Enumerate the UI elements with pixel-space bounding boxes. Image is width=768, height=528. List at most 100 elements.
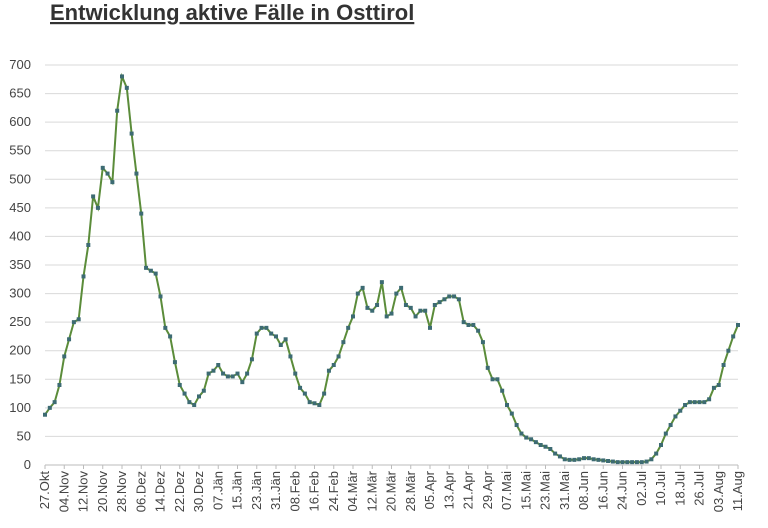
x-tick-label: 28.Nov	[114, 471, 129, 513]
data-point	[375, 303, 380, 307]
x-tick-label: 15.Mai	[518, 471, 533, 510]
data-point	[225, 374, 230, 379]
data-point	[100, 165, 105, 170]
data-point	[351, 314, 355, 319]
data-point	[187, 400, 192, 405]
data-point	[557, 454, 562, 459]
data-point	[249, 357, 254, 362]
x-tick-label: 31.Mai	[557, 471, 572, 510]
data-point	[495, 377, 500, 382]
x-tick-label: 28.Mär	[403, 470, 418, 511]
x-tick-label: 26.Jul	[692, 471, 707, 506]
data-point	[172, 360, 177, 365]
data-point	[529, 437, 534, 442]
data-point	[476, 328, 481, 333]
data-point	[57, 383, 62, 387]
x-tick-label: 15.Jän	[230, 471, 245, 510]
y-tick-label: 650	[9, 86, 31, 101]
data-point	[428, 325, 432, 330]
x-tick-label: 11.Aug	[730, 471, 745, 511]
x-tick-label: 05.Apr	[422, 470, 437, 509]
data-point	[418, 308, 423, 313]
data-point	[230, 374, 235, 379]
data-point	[606, 459, 611, 463]
data-point	[307, 400, 312, 405]
data-point	[76, 317, 81, 322]
x-tick-label: 10.Jul	[653, 471, 668, 506]
y-tick-label: 500	[9, 171, 31, 186]
data-point	[317, 403, 322, 407]
data-point	[432, 303, 437, 307]
data-point	[399, 285, 404, 290]
data-point	[519, 431, 524, 436]
data-point	[168, 334, 173, 339]
data-point	[52, 400, 57, 405]
data-point	[163, 325, 168, 330]
data-point	[148, 268, 153, 273]
data-point	[278, 343, 283, 347]
data-point	[355, 291, 360, 296]
data-point	[471, 323, 476, 327]
data-point	[586, 456, 591, 461]
data-point	[625, 460, 630, 465]
chart-title: Entwicklung aktive Fälle in Osttirol	[50, 0, 414, 25]
data-point	[639, 460, 644, 465]
y-tick-label: 450	[9, 200, 31, 215]
x-tick-label: 31.Jän	[268, 471, 283, 510]
data-point	[659, 443, 663, 447]
data-point	[302, 391, 307, 396]
data-point	[124, 85, 129, 90]
x-tick-label: 23.Jän	[249, 471, 264, 510]
data-point	[312, 401, 317, 406]
data-point	[514, 423, 519, 427]
data-point	[543, 444, 548, 449]
data-point	[403, 303, 408, 307]
data-point	[346, 325, 351, 330]
x-tick-label: 03.Aug	[711, 471, 726, 512]
data-point	[43, 412, 47, 417]
data-point	[408, 305, 413, 310]
x-tick-label: 08.Jun	[576, 471, 591, 510]
y-tick-label: 350	[9, 257, 31, 272]
x-tick-label: 04.Mär	[345, 470, 360, 511]
data-point	[47, 405, 52, 410]
data-point	[683, 403, 688, 407]
data-point	[298, 385, 303, 390]
data-point	[370, 308, 375, 313]
data-point	[67, 337, 72, 342]
data-point	[206, 371, 211, 376]
data-point	[283, 337, 288, 342]
data-point	[663, 431, 668, 436]
data-point	[144, 265, 149, 270]
x-tick-label: 20.Nov	[95, 471, 110, 513]
y-tick-label: 400	[9, 228, 31, 243]
data-point	[365, 305, 370, 310]
x-tick-label: 12.Nov	[76, 471, 91, 513]
data-point	[62, 354, 67, 359]
data-point	[216, 363, 221, 367]
data-point	[572, 457, 577, 462]
data-point	[322, 391, 327, 396]
data-point	[505, 403, 509, 407]
x-tick-label: 30.Dez	[191, 471, 206, 512]
y-tick-label: 100	[9, 400, 31, 415]
data-point	[177, 383, 182, 387]
data-point	[461, 320, 466, 325]
data-point	[379, 280, 384, 285]
data-point	[654, 451, 659, 456]
data-point	[726, 348, 731, 353]
data-point	[158, 294, 163, 299]
x-tick-label: 18.Jul	[672, 471, 687, 506]
data-point	[562, 457, 567, 462]
data-point	[211, 368, 216, 373]
data-point	[442, 297, 447, 302]
data-point	[413, 314, 418, 319]
data-point	[197, 394, 201, 399]
data-point	[245, 371, 250, 376]
data-point	[221, 371, 226, 376]
data-point	[384, 314, 389, 319]
data-point	[110, 180, 115, 185]
data-point	[81, 274, 86, 279]
data-point	[360, 285, 365, 290]
